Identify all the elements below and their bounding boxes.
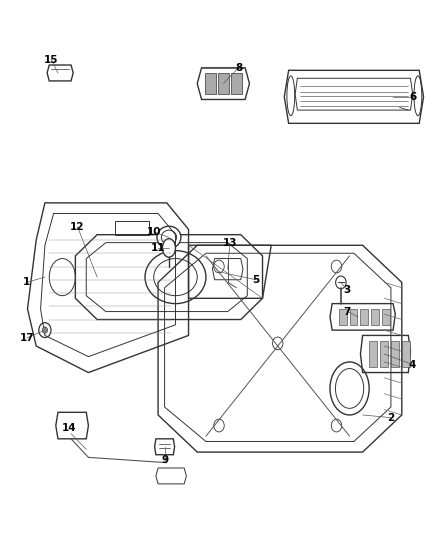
Text: 2: 2 bbox=[387, 413, 395, 423]
Bar bbox=[231, 73, 242, 94]
Circle shape bbox=[42, 327, 47, 333]
Text: 3: 3 bbox=[344, 285, 351, 295]
Text: 15: 15 bbox=[44, 55, 59, 64]
Text: 17: 17 bbox=[19, 333, 34, 343]
Bar bbox=[369, 341, 377, 367]
Text: 14: 14 bbox=[61, 423, 76, 433]
Bar bbox=[371, 309, 379, 325]
Ellipse shape bbox=[157, 226, 181, 248]
Bar bbox=[360, 309, 368, 325]
Bar bbox=[402, 341, 410, 367]
Ellipse shape bbox=[162, 239, 176, 257]
Text: 13: 13 bbox=[223, 238, 237, 248]
Bar bbox=[391, 341, 399, 367]
Text: 8: 8 bbox=[235, 63, 242, 72]
Bar bbox=[350, 309, 357, 325]
Text: 1: 1 bbox=[23, 277, 30, 287]
Text: 11: 11 bbox=[151, 243, 165, 253]
Bar bbox=[205, 73, 215, 94]
Text: 10: 10 bbox=[146, 227, 161, 237]
Text: 6: 6 bbox=[409, 92, 416, 102]
Bar bbox=[382, 309, 390, 325]
Text: 12: 12 bbox=[71, 222, 85, 232]
Bar bbox=[218, 73, 229, 94]
Text: 5: 5 bbox=[252, 274, 260, 285]
Bar bbox=[380, 341, 388, 367]
Circle shape bbox=[336, 276, 346, 289]
Text: 9: 9 bbox=[161, 455, 168, 465]
Text: 4: 4 bbox=[409, 360, 417, 369]
Bar bbox=[339, 309, 346, 325]
Text: 7: 7 bbox=[344, 306, 351, 317]
